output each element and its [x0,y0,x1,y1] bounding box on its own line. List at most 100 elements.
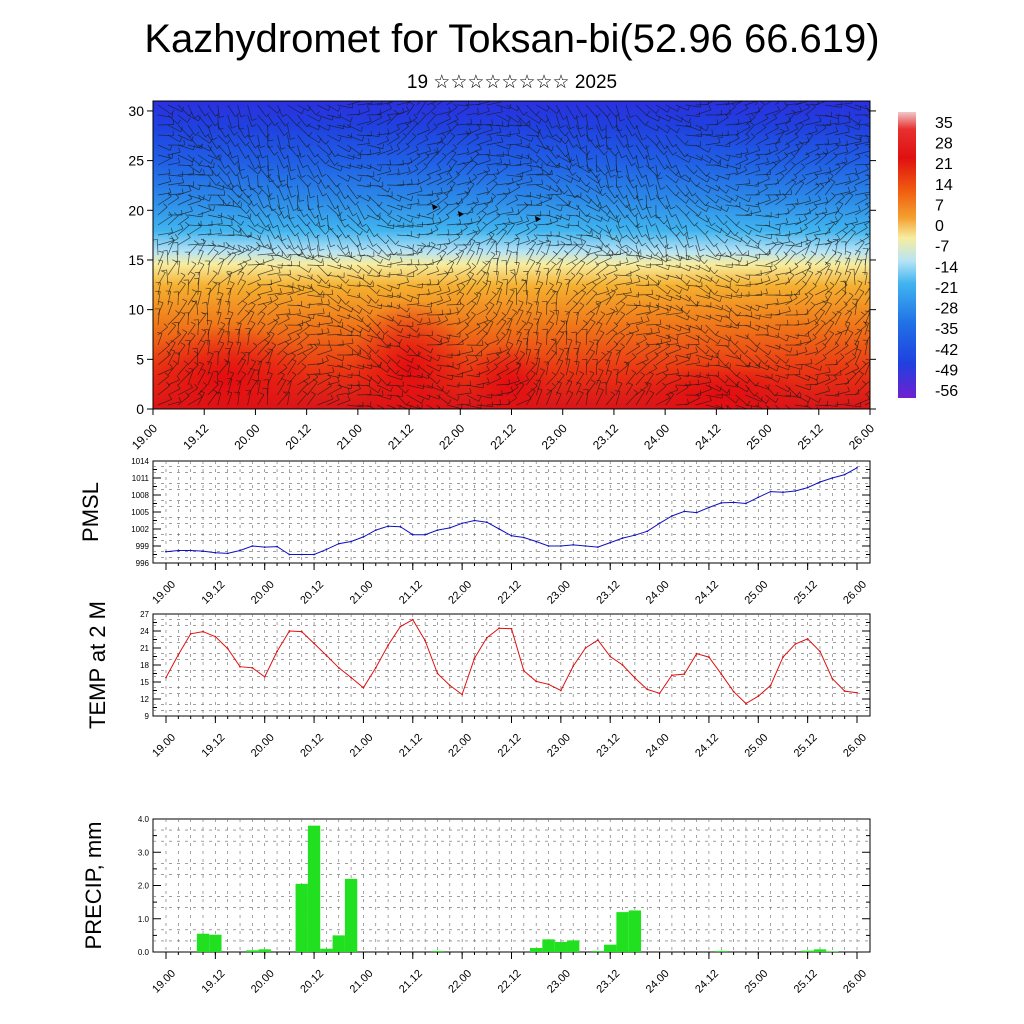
wind-barb [356,274,371,286]
wind-barb [755,244,769,256]
wind-barb [575,348,579,366]
x-tick-label: 20.12 [298,579,326,607]
wind-barb-flag [806,114,810,119]
wind-barb-flag [488,149,491,155]
wind-barb-flag [260,321,266,325]
wind-barb [824,314,837,326]
wind-barb-flag [362,223,367,227]
wind-barb-flag [782,193,787,198]
wind-barb [277,214,285,228]
wind-barb [516,332,522,346]
wind-barb [386,294,401,298]
wind-barb-flag [511,177,514,183]
wind-barb [177,164,193,167]
wind-barb-flag [312,254,315,260]
wind-barb [536,241,549,246]
wind-barb [655,304,671,311]
x-tick-label: 21.12 [397,732,425,760]
wind-barb [327,324,343,328]
wind-barb [685,344,700,346]
wind-barb-flag [300,155,306,158]
wind-barb-flag [157,259,163,262]
wind-barb-flag [508,217,511,223]
wind-barb [387,184,404,186]
wind-barb-flag [452,158,457,162]
data-point [313,642,315,645]
wind-barb [287,381,292,396]
wind-barb-flag [814,173,819,178]
wind-barb [287,336,301,346]
wind-barb [247,279,261,286]
wind-barb-flag [358,370,361,376]
wind-barb-flag [649,157,655,161]
wind-barb-flag [581,239,583,245]
wind-barb-flag [182,329,188,333]
wind-barb [207,320,213,336]
wind-barb-flag [779,224,781,230]
wind-barb [247,323,256,336]
wind-barb-flag [198,184,201,190]
wind-barb-flag [361,247,367,251]
wind-barb [277,244,288,258]
wind-barb [655,397,671,406]
data-point [202,550,204,552]
wind-barb-flag [169,145,172,151]
wind-barb-flag [654,251,659,257]
wind-barb-flag [301,320,304,326]
wind-barb-flag [631,162,636,167]
wind-barb [795,363,812,366]
wind-barb-flag [615,349,621,352]
wind-barb [576,254,590,266]
wind-barb-flag [381,101,383,104]
wind-barb-flag [646,274,649,280]
wind-barb [536,380,542,396]
wind-barb-flag [347,395,351,401]
wind-barb [715,274,731,283]
wind-barb [615,194,627,208]
wind-barb [197,264,205,276]
wind-barb [347,353,361,356]
wind-barb [267,362,271,376]
wind-barb [795,155,810,166]
wind-barb [516,398,532,406]
wind-barb-flag [610,391,616,395]
wind-barb [287,313,301,316]
wind-barb [655,294,671,302]
wind-barb [635,385,649,396]
wind-barb-flag [696,315,699,321]
wind-barb [187,164,200,174]
wind-barb-flag [209,228,212,234]
wind-barb-flag [271,208,277,212]
wind-barb [585,382,596,396]
wind-barb-flag [437,165,441,170]
wind-barb [376,224,394,229]
x-tick-label: 26.00 [846,421,877,452]
wind-barb [267,264,283,269]
wind-barb-flag [240,358,246,361]
wind-barb [297,254,313,261]
wind-barb [725,364,738,377]
wind-barb-flag [631,132,637,137]
wind-barb [546,291,556,306]
data-point [547,545,550,547]
wind-barb-flag [754,392,759,397]
wind-barb [825,238,840,246]
wind-barb [586,250,602,256]
wind-barb [725,194,736,202]
colorbar-label: -14 [935,259,958,276]
wind-barb [207,245,217,256]
wind-barb [775,374,788,379]
wind-barb [366,244,380,255]
wind-barb-flag [776,365,779,371]
wind-barb-flag [437,279,440,285]
wind-barb [576,164,590,174]
wind-barb-flag [476,107,480,113]
wind-barb [695,374,708,379]
wind-barb [237,134,246,146]
wind-barb-flag [766,157,769,163]
wind-barb [565,144,571,162]
wind-barb [645,304,658,309]
wind-barb-flag [500,106,503,112]
wind-barb [625,321,643,326]
wind-barb [844,305,857,316]
